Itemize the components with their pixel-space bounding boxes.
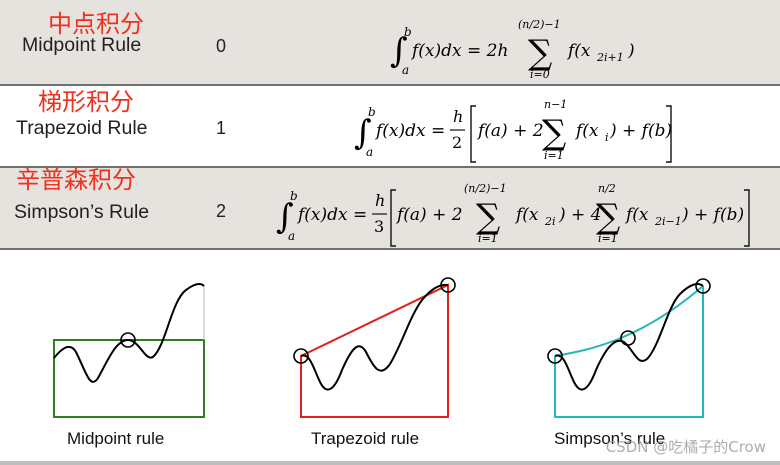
function-curve [300, 283, 449, 391]
row-midpoint [0, 0, 780, 84]
row-separator [0, 166, 780, 168]
order-midpoint: 0 [216, 36, 227, 56]
bracket-left [390, 189, 396, 247]
caption-trapezoid: Trapezoid rule [311, 429, 420, 448]
sum-lower: i=0 [530, 68, 550, 81]
sum1-term-close: ) + 4 [558, 205, 602, 225]
frac-num: h [453, 107, 463, 126]
sum2-upper: n/2 [598, 182, 616, 195]
formula-midpoint: ∫ b a f(x)dx = 2h (n/2)−1 ∑ i=0 f(x 2i+1… [390, 18, 635, 81]
simpson-shape [554, 286, 704, 418]
row-separator [0, 84, 780, 86]
sum1-lower: i=1 [478, 232, 498, 245]
rule-name-simpson: Simpson’s Rule [14, 201, 150, 223]
sum2-term: f(x [624, 205, 649, 225]
trapezoid-illustration [293, 277, 456, 418]
sum-sign: ∑ [542, 113, 566, 153]
sum2-lower: i=1 [598, 232, 618, 245]
bracket-right [744, 189, 750, 247]
sum1-term: f(x [514, 205, 539, 225]
sum1-term-sub: 2i [544, 215, 556, 228]
midpoint-marker [620, 330, 636, 346]
endpoint-marker-a [547, 348, 563, 364]
function-curve [53, 282, 205, 383]
formula-lhs: f(x)dx = [296, 205, 367, 225]
row-simpson [0, 168, 780, 248]
endpoint-marker-b [695, 278, 711, 294]
order-simpson: 2 [216, 201, 227, 221]
bracket-right [666, 105, 672, 163]
sum1-sign: ∑ [476, 197, 500, 237]
endpoint-marker-b [440, 277, 456, 293]
sum2-term-close: ) + f(b) [681, 205, 744, 225]
formula-lhs: f(x)dx = [374, 121, 445, 141]
formula-trapezoid: ∫ b a f(x)dx = h 2 f(a) + 2 n−1 ∑ i=1 f(… [354, 98, 672, 163]
cn-label-midpoint: 中点积分 [48, 10, 144, 38]
integral-sign: ∫ [354, 113, 372, 153]
rule-name-midpoint: Midpoint Rule [22, 34, 142, 56]
int-upper: b [404, 25, 412, 39]
sum2-sign: ∑ [596, 197, 620, 237]
sum-term-sub: i [605, 131, 609, 144]
frac-num: h [375, 191, 385, 210]
frac-den: 3 [374, 217, 384, 236]
int-lower: a [366, 145, 373, 159]
sum2-term-sub: 2i−1 [654, 215, 682, 228]
cn-label-trapezoid: 梯形积分 [38, 88, 134, 116]
integral-sign: ∫ [390, 31, 408, 71]
bottom-border [0, 461, 780, 465]
sum-term-sub: 2i+1 [596, 51, 624, 64]
sum-lower: i=1 [544, 149, 564, 162]
sum-term: f(x [574, 121, 599, 141]
formula-lhs: f(x)dx = 2h [410, 41, 508, 61]
sum-term-close: ) + f(b) [609, 121, 672, 141]
bracket-open: f(a) + 2 [395, 205, 463, 225]
int-lower: a [402, 63, 409, 77]
integral-sign: ∫ [276, 197, 294, 237]
trapezoid-shape [300, 283, 449, 418]
frac-den: 2 [452, 133, 462, 152]
rule-name-trapezoid: Trapezoid Rule [16, 117, 148, 139]
bracket-left [470, 105, 476, 163]
function-curve [554, 283, 704, 391]
formula-simpson: ∫ b a f(x)dx = h 3 f(a) + 2 (n/2)−1 ∑ i=… [276, 182, 750, 247]
midpoint-illustration [53, 282, 205, 418]
int-upper: b [290, 189, 298, 203]
sum1-upper: (n/2)−1 [464, 182, 507, 195]
cn-label-simpson: 辛普森积分 [16, 166, 136, 194]
illustrations [53, 277, 711, 418]
int-lower: a [288, 229, 295, 243]
caption-simpson: Simpson’s rule [554, 429, 666, 448]
caption-midpoint: Midpoint rule [67, 429, 165, 448]
order-trapezoid: 1 [216, 118, 227, 138]
sum-sign: ∑ [528, 33, 552, 73]
sum-term-close: ) [627, 41, 635, 61]
bracket-open: f(a) + 2 [476, 121, 544, 141]
simpson-illustration [547, 278, 711, 418]
row-separator [0, 248, 780, 250]
sum-upper: n−1 [544, 98, 567, 111]
simpson-parabola [554, 285, 704, 357]
midpoint-marker [120, 332, 136, 348]
sum-upper: (n/2)−1 [518, 18, 561, 31]
watermark: CSDN @吃橘子的Crow [605, 438, 766, 456]
endpoint-marker-a [293, 348, 309, 364]
int-upper: b [368, 105, 376, 119]
sum-term: f(x [566, 41, 591, 61]
